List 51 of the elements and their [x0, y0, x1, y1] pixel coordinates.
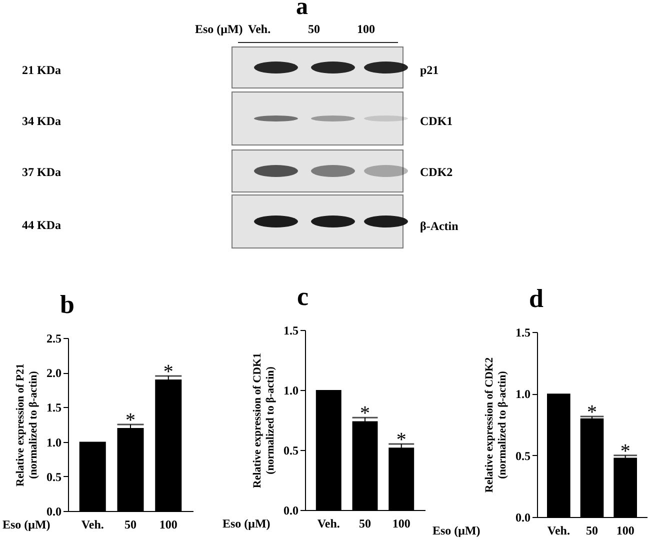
text: β-Actin [420, 219, 458, 234]
y-tick-label: 0.5 [284, 444, 298, 458]
y-tick-label: 0.5 [516, 448, 530, 463]
y-tick-label: 1.5 [516, 326, 530, 340]
y-tick-label: 1.0 [516, 387, 530, 402]
y-tick-label: 0.0 [516, 510, 530, 524]
y-tick-label: 2.5 [46, 332, 62, 346]
text: CDK2 [420, 165, 453, 180]
text: CDK1 [420, 114, 453, 129]
text: Veh. [248, 22, 271, 37]
y-tick-label: 0.0 [284, 504, 298, 518]
text: a [296, 0, 308, 21]
x-axis-title: Eso (μM) [432, 524, 480, 538]
y-tick-label: 0.5 [46, 470, 62, 484]
y-axis-title: Relative expression of P21 (normalized to β-actin) [14, 364, 40, 486]
chart-title: c [297, 282, 309, 312]
x-tick-label: Veh. [81, 518, 104, 532]
annotation: * [163, 361, 174, 384]
text: 44 KDa [22, 218, 61, 233]
annotation: * [396, 429, 406, 451]
chart-title: d [529, 284, 544, 314]
text: 34 KDa [22, 114, 61, 129]
y-tick-label: 2.0 [46, 366, 62, 380]
x-tick-label: 100 [392, 516, 410, 530]
annotation: * [587, 401, 597, 424]
x-axis-title: Eso (μM) [2, 518, 50, 532]
annotation: * [620, 440, 630, 462]
x-tick-label: Veh. [317, 516, 340, 530]
text: Eso (μM) [195, 22, 243, 37]
y-axis-title: Relative expression of CDK1 (normalized to β-actin) [252, 352, 276, 488]
chart-title: b [60, 290, 74, 320]
text: 100 [357, 22, 375, 37]
y-tick-label: 1.5 [284, 324, 298, 338]
text: 50 [308, 22, 320, 37]
y-tick-label: 0.0 [46, 504, 62, 518]
annotation: * [360, 402, 370, 425]
x-tick-label: 50 [124, 518, 136, 532]
y-tick-label: 1.0 [284, 384, 298, 398]
x-tick-label: Veh. [547, 524, 570, 538]
y-axis-title: Relative expression of CDK2 (normalized to β-actin) [484, 356, 508, 493]
x-tick-label: 50 [359, 516, 371, 530]
y-tick-label: 1.5 [46, 400, 62, 415]
x-tick-label: 100 [159, 518, 178, 532]
x-tick-label: 50 [586, 524, 598, 538]
text: p21 [420, 63, 439, 78]
text: 37 KDa [22, 165, 61, 180]
annotation: * [126, 410, 136, 432]
x-tick-label: 100 [616, 524, 634, 538]
x-axis-title: Eso (μM) [222, 516, 270, 530]
y-tick-label: 1.0 [46, 435, 62, 450]
text: 21 KDa [22, 63, 61, 78]
